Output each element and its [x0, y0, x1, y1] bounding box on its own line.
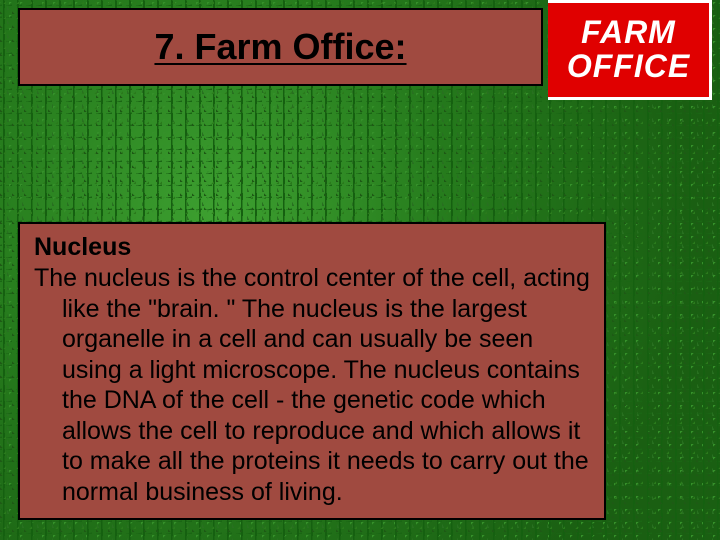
logo-line-2: OFFICE — [567, 50, 690, 84]
slide: 7. Farm Office: FARM OFFICE Nucleus The … — [0, 0, 720, 540]
logo-line-1: FARM — [581, 16, 676, 50]
farm-office-logo: FARM OFFICE — [548, 0, 712, 100]
title-box: 7. Farm Office: — [18, 8, 543, 86]
slide-title: 7. Farm Office: — [154, 26, 406, 68]
content-box: Nucleus The nucleus is the control cente… — [18, 222, 606, 520]
content-heading: Nucleus — [34, 232, 590, 263]
content-paragraph: The nucleus is the control center of the… — [34, 263, 590, 507]
